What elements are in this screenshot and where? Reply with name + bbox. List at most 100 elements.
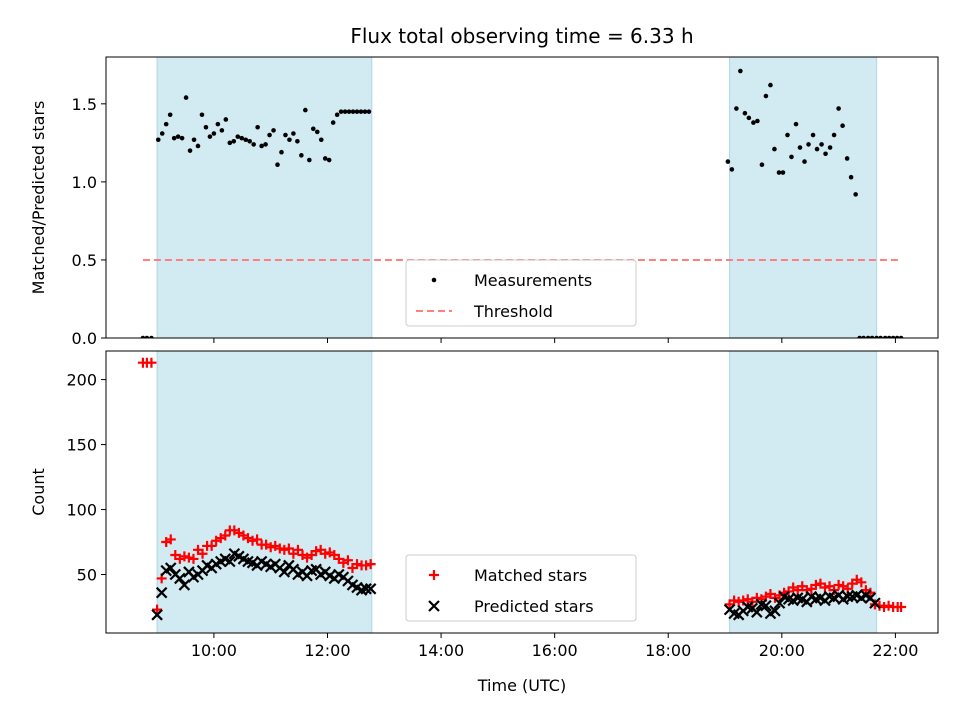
matched-point	[165, 534, 176, 545]
measurement-point	[310, 126, 316, 132]
measurement-point	[239, 135, 245, 141]
measurement-point	[789, 154, 794, 160]
legend-label: Threshold	[473, 302, 553, 321]
observing-interval-0	[156, 351, 373, 633]
measurement-point	[814, 146, 820, 152]
measurement-point	[362, 109, 368, 114]
matched-point	[311, 546, 322, 557]
measurement-point	[295, 139, 300, 144]
measurement-point	[159, 131, 165, 136]
measurement-point	[271, 128, 276, 133]
measurement-point	[810, 132, 816, 138]
measurement-point	[187, 148, 193, 153]
measurement-point	[279, 149, 284, 155]
predicted-point	[174, 572, 186, 585]
measurement-point	[215, 121, 221, 127]
measurement-point	[307, 157, 312, 163]
measurement-point	[203, 124, 209, 130]
matched-point	[220, 530, 231, 541]
legend: Matched stars Predicted stars	[405, 554, 637, 622]
legend: Measurements Threshold	[405, 259, 637, 327]
series-measurements	[140, 68, 904, 338]
matched-point	[733, 596, 744, 607]
measurement-point	[227, 140, 233, 146]
matched-point	[833, 579, 844, 590]
measurement-point	[776, 170, 782, 175]
measurement-point	[848, 174, 854, 180]
matched-point	[352, 559, 363, 570]
measurement-point	[350, 109, 356, 114]
matched-point	[183, 552, 194, 563]
matched-point	[274, 543, 285, 554]
matched-point	[342, 555, 353, 566]
measurement-point	[894, 335, 900, 338]
measurement-point	[155, 137, 161, 143]
matched-point	[206, 540, 217, 551]
measurement-point	[853, 192, 858, 197]
predicted-point	[769, 605, 781, 617]
matched-point	[320, 548, 331, 559]
matched-point	[896, 602, 907, 613]
y-tick-label: 150	[66, 436, 97, 455]
legend-label: Matched stars	[474, 566, 587, 585]
y-tick-label: 0.0	[72, 329, 97, 348]
matched-point	[819, 582, 830, 593]
y-tick-label: 0.5	[72, 251, 97, 270]
predicted-point	[178, 579, 191, 591]
measurement-point	[334, 112, 340, 118]
matched-point	[252, 534, 263, 545]
matched-point	[361, 560, 372, 571]
measurement-point	[819, 142, 824, 147]
count-panel: 10:00 12:00 14:00 16:00 18:00 20:00 22:00 50 100…	[29, 350, 939, 660]
y-tick-label: 200	[66, 371, 97, 390]
measurement-point	[857, 335, 862, 338]
matched-point	[152, 604, 163, 615]
measurement-point	[322, 156, 328, 161]
measurement-point	[742, 110, 748, 116]
y-tick-label: 100	[66, 501, 97, 520]
measurement-point	[836, 106, 841, 111]
measurement-point	[844, 156, 850, 161]
chart-title: Flux total observing time = 6.33 h	[350, 24, 693, 48]
y-axis-label: Count	[29, 468, 48, 516]
matched-point	[365, 559, 376, 570]
measurement-point	[287, 137, 292, 143]
x-tick-label: 18:00	[645, 641, 691, 660]
measurement-point	[338, 109, 344, 114]
measurement-point	[149, 335, 154, 338]
measurement-point	[346, 109, 352, 114]
measurement-point	[179, 135, 185, 141]
measurement-point	[874, 335, 879, 338]
measurement-point	[144, 335, 150, 338]
ratio-panel: 0.0 0.5 1.0 1.5 Matched/Predicted stars Measu…	[29, 56, 939, 348]
measurement-point	[219, 128, 225, 133]
observing-interval-1	[729, 57, 878, 338]
measurement-point	[869, 335, 875, 338]
plot-area	[140, 57, 904, 338]
measurement-point	[802, 159, 807, 164]
measurement-point	[171, 135, 177, 141]
matched-point	[146, 357, 157, 368]
x-axis-label: Time (UTC)	[477, 676, 566, 695]
measurement-point	[751, 120, 756, 125]
x-tick-label: 20:00	[759, 641, 805, 660]
x-tick-label: 22:00	[872, 641, 918, 660]
predicted-point	[841, 590, 854, 603]
matched-point	[883, 600, 894, 611]
observing-interval-0	[156, 57, 373, 338]
measurement-point	[175, 134, 181, 139]
measurement-point	[768, 82, 773, 88]
measurement-point	[191, 137, 197, 143]
measurement-point	[259, 143, 264, 149]
matched-point	[879, 602, 890, 613]
measurement-point	[251, 142, 256, 147]
measurement-point	[840, 123, 845, 128]
measurement-point	[326, 157, 332, 163]
measurement-point	[797, 145, 803, 150]
measurement-point	[183, 95, 189, 100]
measurement-point	[211, 131, 217, 136]
predicted-point	[278, 566, 291, 578]
measurement-point	[140, 335, 146, 338]
measurement-point	[861, 335, 866, 338]
